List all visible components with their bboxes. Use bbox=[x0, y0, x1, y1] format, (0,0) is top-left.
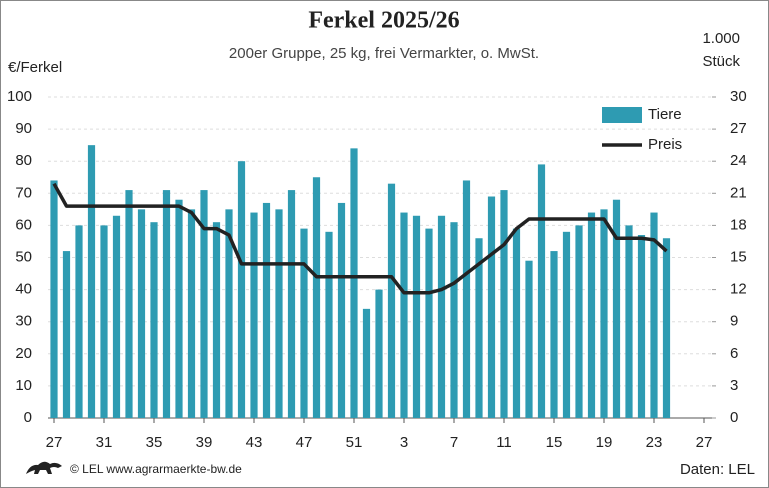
footer-source: © LEL www.agrarmaerkte-bw.de bbox=[70, 462, 242, 476]
x-tick-label: 47 bbox=[296, 434, 313, 451]
x-tick-label: 35 bbox=[146, 434, 163, 451]
bar bbox=[162, 190, 171, 418]
bar bbox=[437, 215, 446, 418]
x-tick-label: 31 bbox=[96, 434, 113, 451]
y-tick-label: 100 bbox=[7, 88, 32, 105]
y2-tick-label: 9 bbox=[730, 313, 738, 330]
bar bbox=[525, 260, 533, 418]
bar bbox=[375, 289, 383, 418]
bar bbox=[287, 190, 296, 418]
bar bbox=[475, 238, 483, 418]
bar bbox=[175, 199, 183, 418]
y-tick-label: 30 bbox=[15, 313, 32, 330]
y2-tick-label: 12 bbox=[730, 281, 747, 298]
legend-swatch bbox=[602, 107, 642, 123]
bar bbox=[300, 228, 308, 418]
bar bbox=[237, 161, 246, 418]
y2-tick-label: 3 bbox=[730, 377, 738, 394]
y-tick-label: 60 bbox=[15, 216, 32, 233]
bar bbox=[50, 180, 58, 418]
bar bbox=[75, 225, 83, 418]
bar bbox=[400, 212, 408, 418]
bar bbox=[212, 222, 221, 418]
bar bbox=[637, 235, 646, 418]
logo bbox=[26, 461, 62, 474]
bar bbox=[125, 190, 133, 418]
bar bbox=[450, 222, 458, 418]
y2-tick-label: 21 bbox=[730, 184, 747, 201]
bar bbox=[662, 238, 671, 418]
bar bbox=[600, 209, 608, 418]
bar bbox=[625, 225, 633, 418]
y2-tick-label: 15 bbox=[730, 248, 747, 265]
legend-label: Tiere bbox=[648, 106, 682, 123]
bar bbox=[550, 251, 558, 418]
bar bbox=[100, 225, 108, 418]
bar bbox=[200, 190, 208, 418]
x-tick-label: 19 bbox=[596, 434, 613, 451]
bar bbox=[225, 209, 233, 418]
line bbox=[52, 182, 668, 295]
bar bbox=[262, 202, 271, 418]
y-tick-label: 20 bbox=[15, 345, 32, 362]
bar bbox=[112, 215, 121, 418]
bar bbox=[325, 231, 333, 418]
bar bbox=[275, 209, 283, 418]
x-tick-label: 27 bbox=[696, 434, 713, 451]
y-tick-label: 90 bbox=[15, 120, 32, 137]
y-tick-label: 70 bbox=[15, 184, 32, 201]
x-tick-label: 15 bbox=[546, 434, 563, 451]
legend-label: Preis bbox=[648, 136, 682, 153]
bar bbox=[150, 222, 158, 418]
bar bbox=[137, 209, 146, 418]
y2-tick-label: 6 bbox=[730, 345, 738, 362]
bar bbox=[575, 225, 583, 418]
bar bbox=[387, 183, 396, 418]
subtitle: 200er Gruppe, 25 kg, frei Vermarkter, o.… bbox=[229, 45, 539, 62]
bar bbox=[587, 212, 596, 418]
x-tick-label: 3 bbox=[400, 434, 408, 451]
bar bbox=[350, 148, 358, 419]
bar bbox=[487, 196, 496, 418]
y2-tick-label: 18 bbox=[730, 216, 747, 233]
y2-tick-label: 30 bbox=[730, 88, 747, 105]
bar bbox=[650, 212, 658, 418]
bar bbox=[187, 209, 196, 418]
bar bbox=[62, 251, 71, 418]
bar bbox=[87, 145, 96, 418]
x-tick-label: 7 bbox=[450, 434, 458, 451]
bar bbox=[337, 202, 346, 418]
bar bbox=[412, 215, 421, 418]
y-tick-label: 0 bbox=[24, 409, 32, 426]
bar bbox=[425, 228, 433, 418]
y-tick-label: 10 bbox=[15, 377, 32, 394]
y-tick-label: 40 bbox=[15, 281, 32, 298]
y2-tick-label: 24 bbox=[730, 152, 747, 169]
y-tick-label: 80 bbox=[15, 152, 32, 169]
y-axis-label: €/Ferkel bbox=[8, 59, 62, 76]
x-tick-label: 23 bbox=[646, 434, 663, 451]
footer-data: Daten: LEL bbox=[680, 461, 755, 478]
y2-axis-label: Stück bbox=[702, 53, 740, 70]
y2-tick-label: 0 bbox=[730, 409, 738, 426]
bar bbox=[562, 231, 571, 418]
chart-title: Ferkel 2025/26 bbox=[308, 8, 459, 34]
bar bbox=[612, 199, 621, 418]
x-tick-label: 39 bbox=[196, 434, 213, 451]
x-tick-label: 27 bbox=[46, 434, 63, 451]
bar bbox=[362, 308, 371, 418]
bar bbox=[500, 190, 508, 418]
bar bbox=[512, 228, 521, 418]
x-tick-label: 43 bbox=[246, 434, 263, 451]
y2-axis-label: 1.000 bbox=[702, 30, 740, 47]
bar bbox=[312, 177, 321, 418]
bar bbox=[462, 180, 471, 418]
y2-tick-label: 27 bbox=[730, 120, 747, 137]
bar bbox=[537, 164, 546, 418]
x-tick-label: 11 bbox=[496, 434, 512, 451]
bar bbox=[250, 212, 258, 418]
y-tick-label: 50 bbox=[15, 248, 32, 265]
x-tick-label: 51 bbox=[346, 434, 363, 451]
